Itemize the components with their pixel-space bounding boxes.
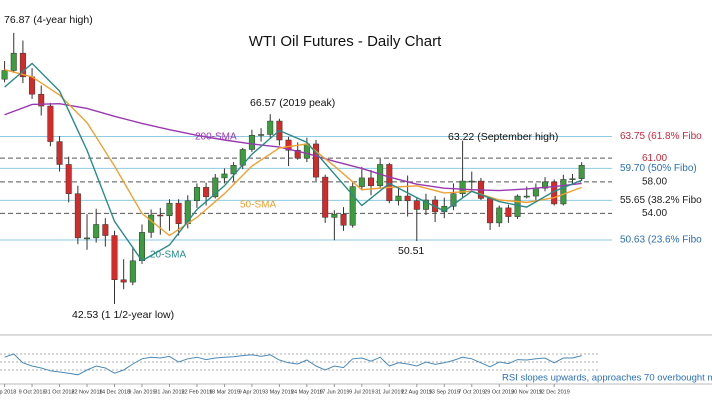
candle-body xyxy=(322,176,329,218)
candle-body xyxy=(1,70,8,80)
chart-title: WTI Oil Futures - Daily Chart xyxy=(249,33,442,50)
x-tick-label: 9 Oct 2018 xyxy=(19,389,46,395)
candle-body xyxy=(422,199,429,210)
candle-body xyxy=(157,214,164,217)
candle-body xyxy=(487,198,494,224)
level-label: 50.63 (23.6% Fibo xyxy=(620,235,702,246)
x-tick-label: 13 Sep 2019 xyxy=(429,389,460,395)
x-tick-label: 12 Dec 2019 xyxy=(539,389,570,395)
x-tick-label: 31 Jul 2019 xyxy=(375,389,403,395)
candle-body xyxy=(367,177,374,187)
candle-body xyxy=(349,186,356,226)
candle-body xyxy=(404,195,411,202)
candle-body xyxy=(267,120,274,135)
candle-body xyxy=(496,207,503,224)
x-tick-label: 31 Jan 2019 xyxy=(154,389,184,395)
annotation: 66.57 (2019 peak) xyxy=(250,97,335,109)
level-label: 55.65 (38.2% Fibo xyxy=(620,195,702,206)
x-tick-label: 7 Oct 2019 xyxy=(458,389,485,395)
sma-label: 50-SMA xyxy=(240,200,276,211)
candle-body xyxy=(331,213,338,218)
candle-body xyxy=(120,279,127,283)
candle-body xyxy=(10,52,17,71)
x-tick-label: 20 Nov 2019 xyxy=(511,389,542,395)
rsi-annotation: RSI slopes upwards, approaches 70 overbo… xyxy=(502,373,712,384)
candle-body xyxy=(313,143,320,178)
candle-body xyxy=(358,177,365,187)
candle-body xyxy=(93,224,100,239)
sma-line xyxy=(4,62,582,262)
x-tick-label: Sep 2018 xyxy=(0,389,16,395)
x-tick-label: 18 Mar 2019 xyxy=(209,389,240,395)
candle-body xyxy=(294,150,301,159)
candle-body xyxy=(560,179,567,205)
candle-body xyxy=(56,141,63,165)
annotation: 50.51 xyxy=(398,245,424,257)
x-tick-label: 14 Dec 2018 xyxy=(99,389,130,395)
candle-body xyxy=(175,202,182,224)
level-label: 54.00 xyxy=(642,208,667,219)
candle-body xyxy=(248,135,255,150)
x-tick-label: 3 May 2019 xyxy=(265,389,294,395)
x-tick-label: 9 Apr 2019 xyxy=(239,389,266,395)
candle-body xyxy=(193,187,200,202)
sma-line xyxy=(4,69,582,237)
candle-body xyxy=(84,237,91,240)
candle-body xyxy=(523,195,530,198)
candle-body xyxy=(532,187,539,197)
candle-body xyxy=(542,181,549,189)
candle-body xyxy=(111,235,118,280)
annotation: 42.53 (1 1/2-year low) xyxy=(72,309,174,321)
candle-body xyxy=(285,139,292,151)
x-tick-label: 22 Feb 2019 xyxy=(182,389,213,395)
candle-body xyxy=(258,134,265,136)
sma-label: 200-SMA xyxy=(195,132,237,143)
candle-body xyxy=(102,224,109,236)
x-tick-label: 22 Nov 2018 xyxy=(71,389,102,395)
x-tick-label: 9 Jan 2019 xyxy=(128,389,155,395)
x-tick-label: 17 Jun 2019 xyxy=(319,389,349,395)
level-label: 63.75 (61.8% Fibo xyxy=(620,131,702,142)
level-label: 61.00 xyxy=(642,153,667,164)
candle-body xyxy=(29,76,36,95)
candle-body xyxy=(386,164,393,202)
candle-body xyxy=(413,200,420,210)
annotation: 63.22 (September high) xyxy=(448,131,558,143)
x-tick-label: 24 May 2019 xyxy=(291,389,323,395)
level-label: 59.70 (50% Fibo) xyxy=(620,163,697,174)
x-tick-label: 29 Oct 2019 xyxy=(484,389,514,395)
candle-body xyxy=(148,214,155,233)
candle-body xyxy=(221,173,228,179)
candle-body xyxy=(203,187,210,198)
x-tick-label: 31 Oct 2018 xyxy=(45,389,75,395)
candle-body xyxy=(38,93,45,107)
candle-body xyxy=(505,207,512,217)
rsi-line xyxy=(4,353,582,376)
candle-body xyxy=(74,193,81,239)
candle-body xyxy=(212,177,219,198)
annotation: 76.87 (4-year high) xyxy=(4,14,93,26)
candle-body xyxy=(468,180,475,183)
x-tick-label: 9 Jul 2019 xyxy=(349,389,374,395)
candle-body xyxy=(459,180,466,194)
sma-label: 20-SMA xyxy=(150,250,186,261)
candle-body xyxy=(47,105,54,142)
candle-body xyxy=(19,52,26,78)
candle-body xyxy=(230,165,237,175)
candle-body xyxy=(129,260,136,283)
level-label: 58.00 xyxy=(642,176,667,187)
candle-body xyxy=(340,213,347,226)
candle-body xyxy=(578,165,585,179)
candle-body xyxy=(138,232,145,262)
sma-line xyxy=(4,102,582,192)
candle-body xyxy=(65,164,72,194)
x-tick-label: 22 Aug 2019 xyxy=(401,389,432,395)
candle-body xyxy=(166,202,173,217)
candle-body xyxy=(450,193,457,207)
candle-body xyxy=(395,195,402,202)
candle-body xyxy=(569,178,576,180)
